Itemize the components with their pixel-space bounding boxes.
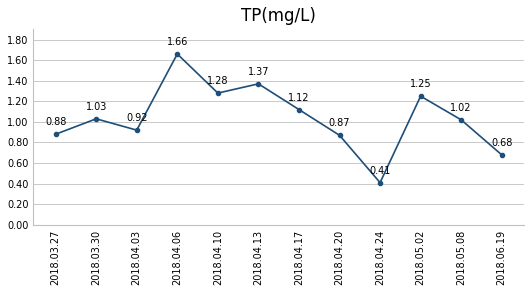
Text: 1.66: 1.66 xyxy=(167,37,188,47)
Text: 1.02: 1.02 xyxy=(450,103,472,113)
Text: 0.87: 0.87 xyxy=(329,118,350,128)
Text: 0.92: 0.92 xyxy=(126,113,148,123)
Text: 1.25: 1.25 xyxy=(410,79,432,89)
Title: TP(mg/L): TP(mg/L) xyxy=(241,7,316,25)
Text: 0.68: 0.68 xyxy=(491,138,512,148)
Text: 1.28: 1.28 xyxy=(207,76,228,86)
Text: 0.41: 0.41 xyxy=(370,166,391,176)
Text: 1.12: 1.12 xyxy=(288,93,310,102)
Text: 0.88: 0.88 xyxy=(45,117,66,127)
Text: 1.03: 1.03 xyxy=(85,102,107,112)
Text: 1.37: 1.37 xyxy=(247,67,269,77)
